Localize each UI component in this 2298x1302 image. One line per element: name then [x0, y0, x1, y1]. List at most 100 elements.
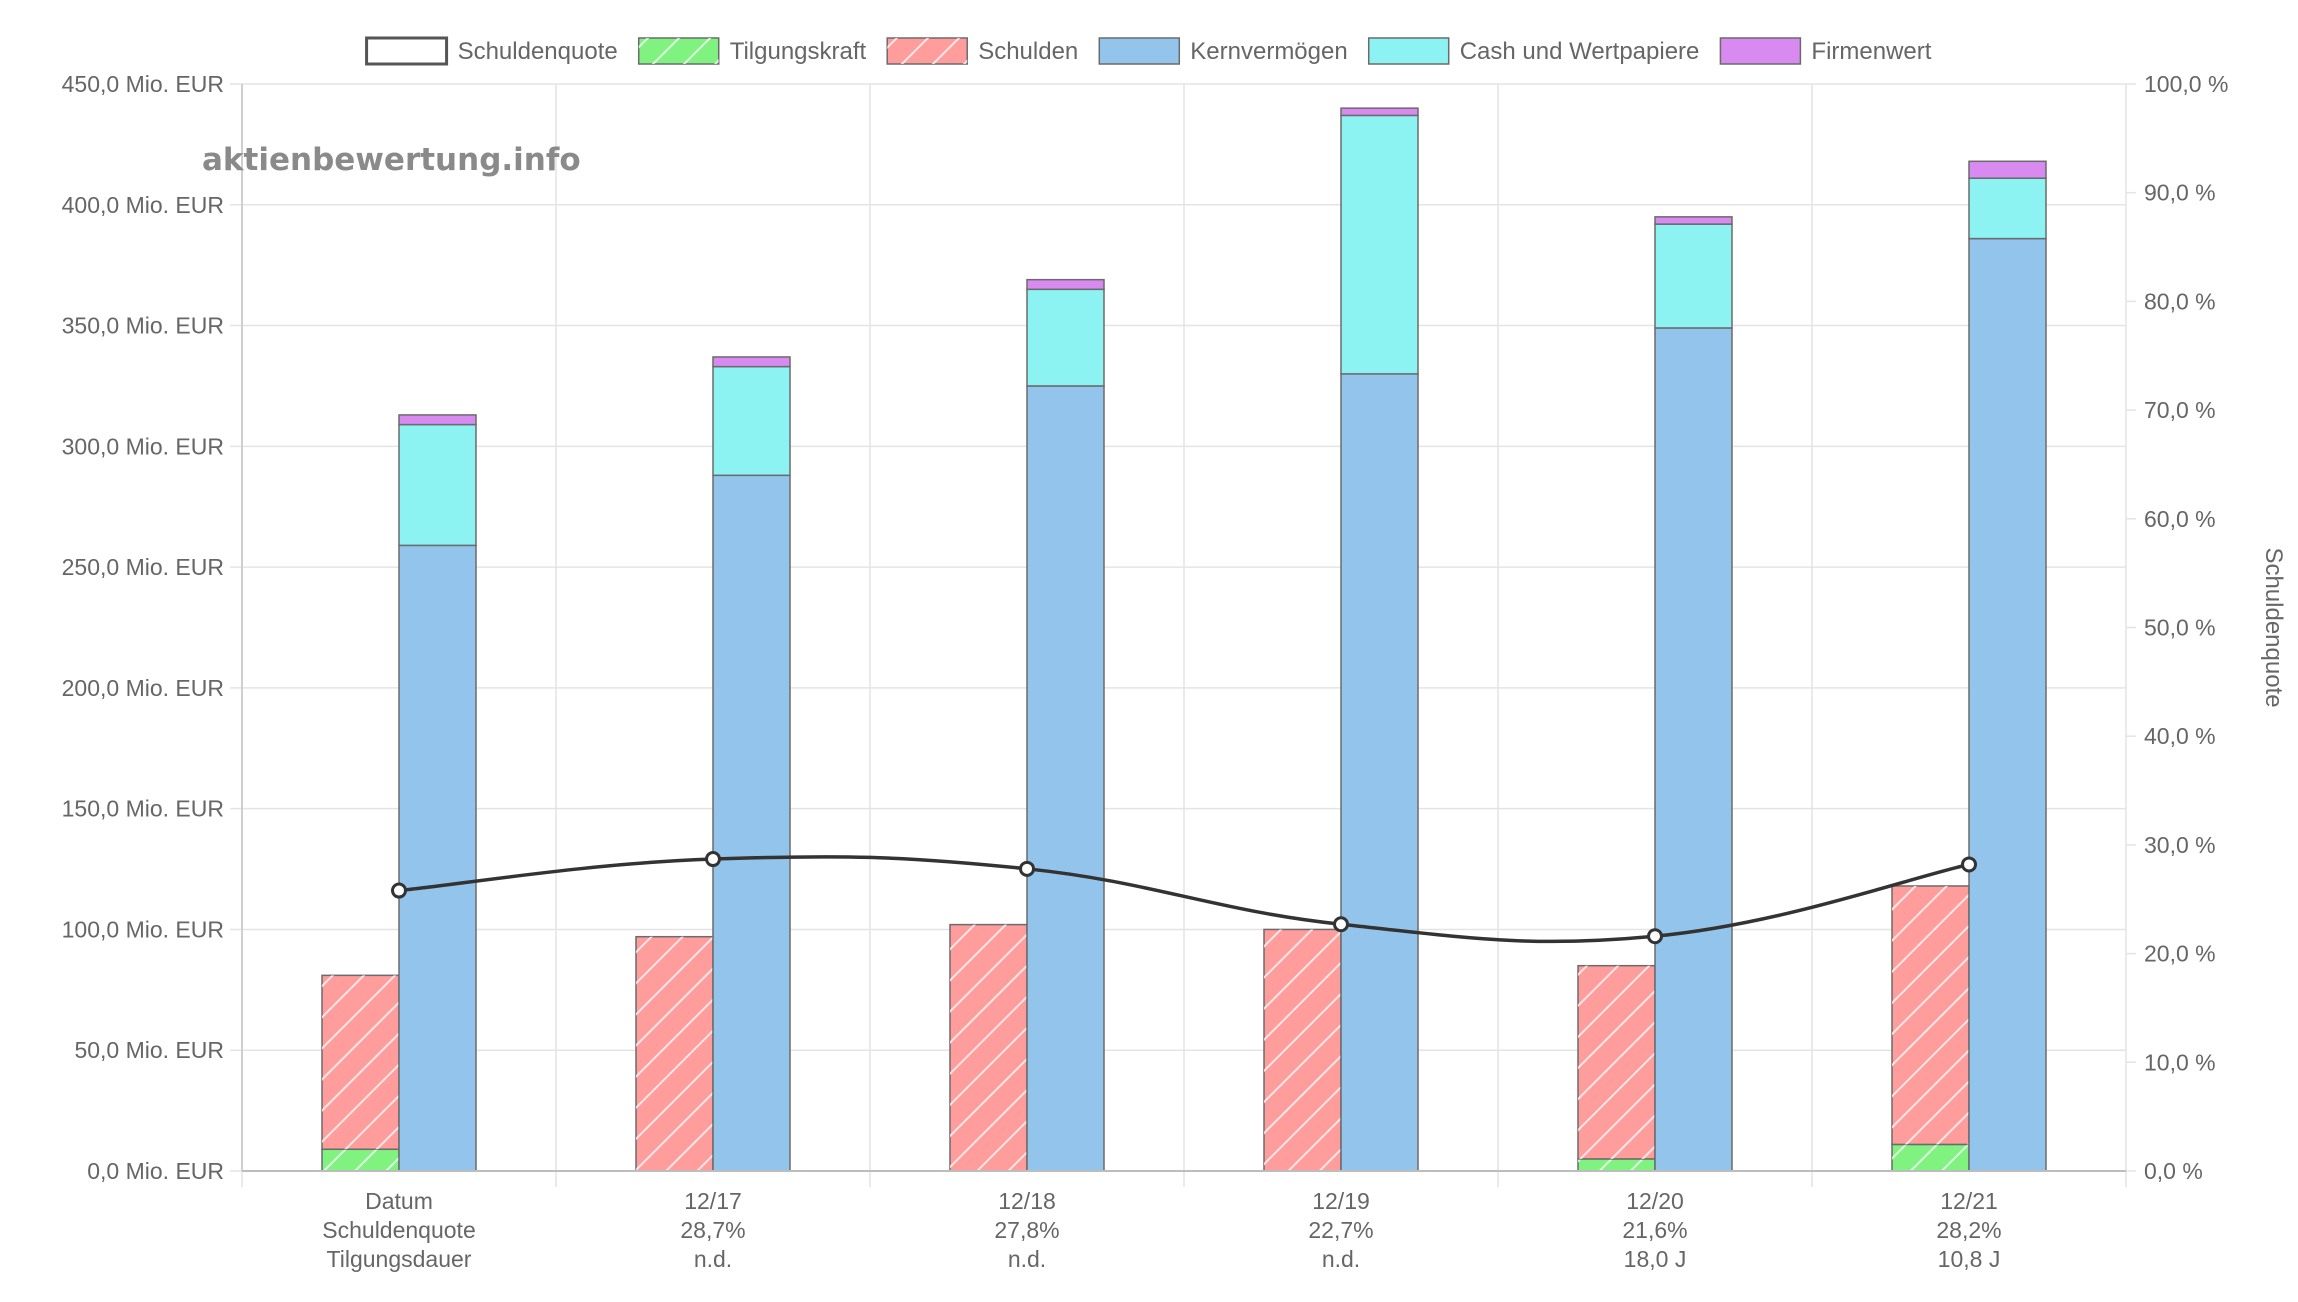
x-tick-label: 27,8%	[994, 1217, 1059, 1243]
bar-kernvermoegen	[1654, 327, 1733, 1172]
legend-label: Schuldenquote	[458, 38, 618, 65]
bar-hatch-schulden	[322, 975, 399, 1150]
x-tick-label: Tilgungsdauer	[327, 1246, 472, 1272]
x-tick-label: 28,2%	[1936, 1217, 2001, 1243]
legend-swatch-hatch	[638, 38, 719, 64]
x-tick-label: 12/20	[1626, 1188, 1684, 1214]
y-left-tick-label: 0,0 Mio. EUR	[87, 1158, 224, 1184]
x-tick-label: n.d.	[1008, 1246, 1046, 1272]
bar-hatch-schulden	[1578, 965, 1655, 1159]
x-tick-label: 21,6%	[1622, 1217, 1687, 1243]
schuldenquote-point	[1647, 928, 1663, 945]
bar-cash-und-wertpapiere	[712, 365, 791, 477]
bar-hatch-tilgungskraft	[322, 1149, 399, 1171]
legend-label: Schulden	[978, 38, 1078, 65]
schuldenquote-point	[1019, 860, 1035, 877]
bar-hatch-schulden	[1892, 885, 1969, 1145]
schuldenquote-point	[705, 851, 721, 868]
x-tick-label: n.d.	[1322, 1246, 1360, 1272]
x-tick-label: 12/21	[1940, 1188, 1998, 1214]
bar-cash-und-wertpapiere	[398, 423, 477, 547]
schuldenquote-point	[1333, 916, 1349, 933]
bar-cash-und-wertpapiere	[1968, 177, 2047, 240]
legend-label: Kernvermögen	[1190, 38, 1347, 65]
x-tick-label: 10,8 J	[1938, 1246, 2001, 1272]
y-left-tick-label: 350,0 Mio. EUR	[62, 313, 224, 339]
schuldenquote-point	[1961, 856, 1977, 873]
bar-kernvermoegen	[712, 474, 791, 1172]
bar-hatch-schulden	[1264, 929, 1341, 1171]
legend-label: Firmenwert	[1811, 38, 1931, 65]
x-tick-label: 12/19	[1312, 1188, 1370, 1214]
bar-firmenwert	[1968, 160, 2047, 179]
y-right-tick-label: 60,0 %	[2144, 506, 2216, 532]
legend-item-kernvermoegen[interactable]: Kernvermögen	[1098, 37, 1348, 65]
x-tick-label: 12/17	[684, 1188, 742, 1214]
y-right-tick-label: 70,0 %	[2144, 397, 2216, 423]
legend-item-tilgungskraft[interactable]: Tilgungskraft	[637, 37, 867, 65]
legend-swatch	[365, 36, 449, 66]
y-left-tick-label: 300,0 Mio. EUR	[62, 433, 224, 459]
x-tick-label: n.d.	[694, 1246, 732, 1272]
y-left-tick-label: 50,0 Mio. EUR	[74, 1037, 224, 1063]
legend[interactable]: Schuldenquote Tilgungskraft Schulden Kernve…	[365, 36, 1932, 66]
y-left-tick-label: 450,0 Mio. EUR	[62, 71, 224, 97]
bar-hatch-schulden	[636, 936, 713, 1171]
legend-swatch	[1367, 37, 1450, 65]
legend-item-firmenwert[interactable]: Firmenwert	[1719, 37, 1932, 65]
x-tick-label: Schuldenquote	[322, 1217, 475, 1243]
bar-kernvermoegen	[1968, 237, 2047, 1172]
y-right-tick-label: 80,0 %	[2144, 288, 2216, 314]
y-left-tick-label: 200,0 Mio. EUR	[62, 675, 224, 701]
y-left-tick-label: 250,0 Mio. EUR	[62, 554, 224, 580]
watermark: aktienbewertung.info	[202, 142, 581, 178]
y-right-tick-label: 50,0 %	[2144, 615, 2216, 641]
legend-label: Cash und Wertpapiere	[1460, 38, 1700, 65]
x-tick-label: Datum	[365, 1188, 433, 1214]
y-left-tick-label: 400,0 Mio. EUR	[62, 192, 224, 218]
bar-firmenwert	[1654, 216, 1733, 225]
y-right-tick-label: 20,0 %	[2144, 941, 2216, 967]
y-right-tick-label: 30,0 %	[2144, 832, 2216, 858]
y-right-tick-label: 10,0 %	[2144, 1049, 2216, 1075]
legend-swatch	[1098, 37, 1181, 65]
legend-swatch	[1719, 37, 1802, 65]
bar-firmenwert	[1340, 107, 1419, 117]
bar-hatch-tilgungskraft	[1578, 1158, 1655, 1171]
legend-label: Tilgungskraft	[730, 38, 867, 65]
schuldenquote-point	[391, 882, 407, 899]
legend-item-schuldenquote[interactable]: Schuldenquote	[365, 36, 618, 66]
bar-cash-und-wertpapiere	[1654, 223, 1733, 329]
bar-hatch-schulden	[950, 924, 1027, 1171]
legend-item-schulden[interactable]: Schulden	[886, 37, 1078, 65]
right-axis-title: Schuldenquote	[2260, 547, 2287, 707]
x-tick-label: 28,7%	[680, 1217, 745, 1243]
y-left-tick-label: 150,0 Mio. EUR	[62, 796, 224, 822]
schuldenquote-series	[391, 851, 1977, 945]
y-right-tick-label: 0,0 %	[2144, 1158, 2203, 1184]
bar-cash-und-wertpapiere	[1026, 288, 1105, 387]
schuldenquote-line	[398, 854, 1970, 944]
y-right-tick-label: 90,0 %	[2144, 180, 2216, 206]
x-tick-label: 22,7%	[1308, 1217, 1373, 1243]
bar-hatch-tilgungskraft	[1892, 1144, 1969, 1171]
bar-firmenwert	[398, 414, 477, 426]
legend-item-cash-und-wertpapiere[interactable]: Cash und Wertpapiere	[1367, 37, 1700, 65]
bar-firmenwert	[712, 356, 791, 368]
x-tick-label: 18,0 J	[1624, 1246, 1687, 1272]
axes: 0,0 Mio. EUR 50,0 Mio. EUR 100,0 Mio. EUR 1…	[62, 71, 2229, 1272]
legend-swatch-hatch	[887, 38, 968, 64]
bar-kernvermoegen	[1340, 373, 1419, 1172]
y-right-tick-label: 100,0 %	[2144, 71, 2228, 97]
y-right-tick-label: 40,0 %	[2144, 723, 2216, 749]
y-left-tick-label: 100,0 Mio. EUR	[62, 916, 224, 942]
grid	[230, 83, 2136, 1187]
bars	[321, 107, 2047, 1172]
bar-kernvermoegen	[1026, 385, 1105, 1172]
bar-firmenwert	[1026, 278, 1105, 291]
bar-kernvermoegen	[398, 544, 477, 1172]
x-tick-label: 12/18	[998, 1188, 1056, 1214]
bar-cash-und-wertpapiere	[1340, 114, 1419, 375]
